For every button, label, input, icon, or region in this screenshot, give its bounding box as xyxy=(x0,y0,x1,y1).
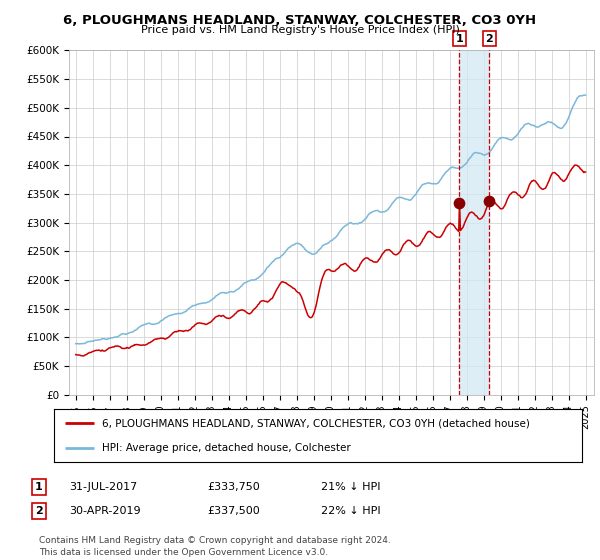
Text: £337,500: £337,500 xyxy=(207,506,260,516)
Text: HPI: Average price, detached house, Colchester: HPI: Average price, detached house, Colc… xyxy=(101,442,350,452)
Text: 30-APR-2019: 30-APR-2019 xyxy=(69,506,140,516)
Text: Price paid vs. HM Land Registry's House Price Index (HPI): Price paid vs. HM Land Registry's House … xyxy=(140,25,460,35)
Text: 21% ↓ HPI: 21% ↓ HPI xyxy=(321,482,380,492)
Text: Contains HM Land Registry data © Crown copyright and database right 2024.
This d: Contains HM Land Registry data © Crown c… xyxy=(39,536,391,557)
Bar xyxy=(460,50,489,395)
Text: 2: 2 xyxy=(485,34,493,44)
Text: 1: 1 xyxy=(455,34,463,44)
Text: 1: 1 xyxy=(35,482,43,492)
Text: 6, PLOUGHMANS HEADLAND, STANWAY, COLCHESTER, CO3 0YH (detached house): 6, PLOUGHMANS HEADLAND, STANWAY, COLCHES… xyxy=(101,418,529,428)
Text: 22% ↓ HPI: 22% ↓ HPI xyxy=(321,506,380,516)
Text: £333,750: £333,750 xyxy=(207,482,260,492)
Text: 31-JUL-2017: 31-JUL-2017 xyxy=(69,482,137,492)
Text: 6, PLOUGHMANS HEADLAND, STANWAY, COLCHESTER, CO3 0YH: 6, PLOUGHMANS HEADLAND, STANWAY, COLCHES… xyxy=(64,14,536,27)
Point xyxy=(484,197,494,206)
Text: 2: 2 xyxy=(35,506,43,516)
Point xyxy=(455,199,464,208)
